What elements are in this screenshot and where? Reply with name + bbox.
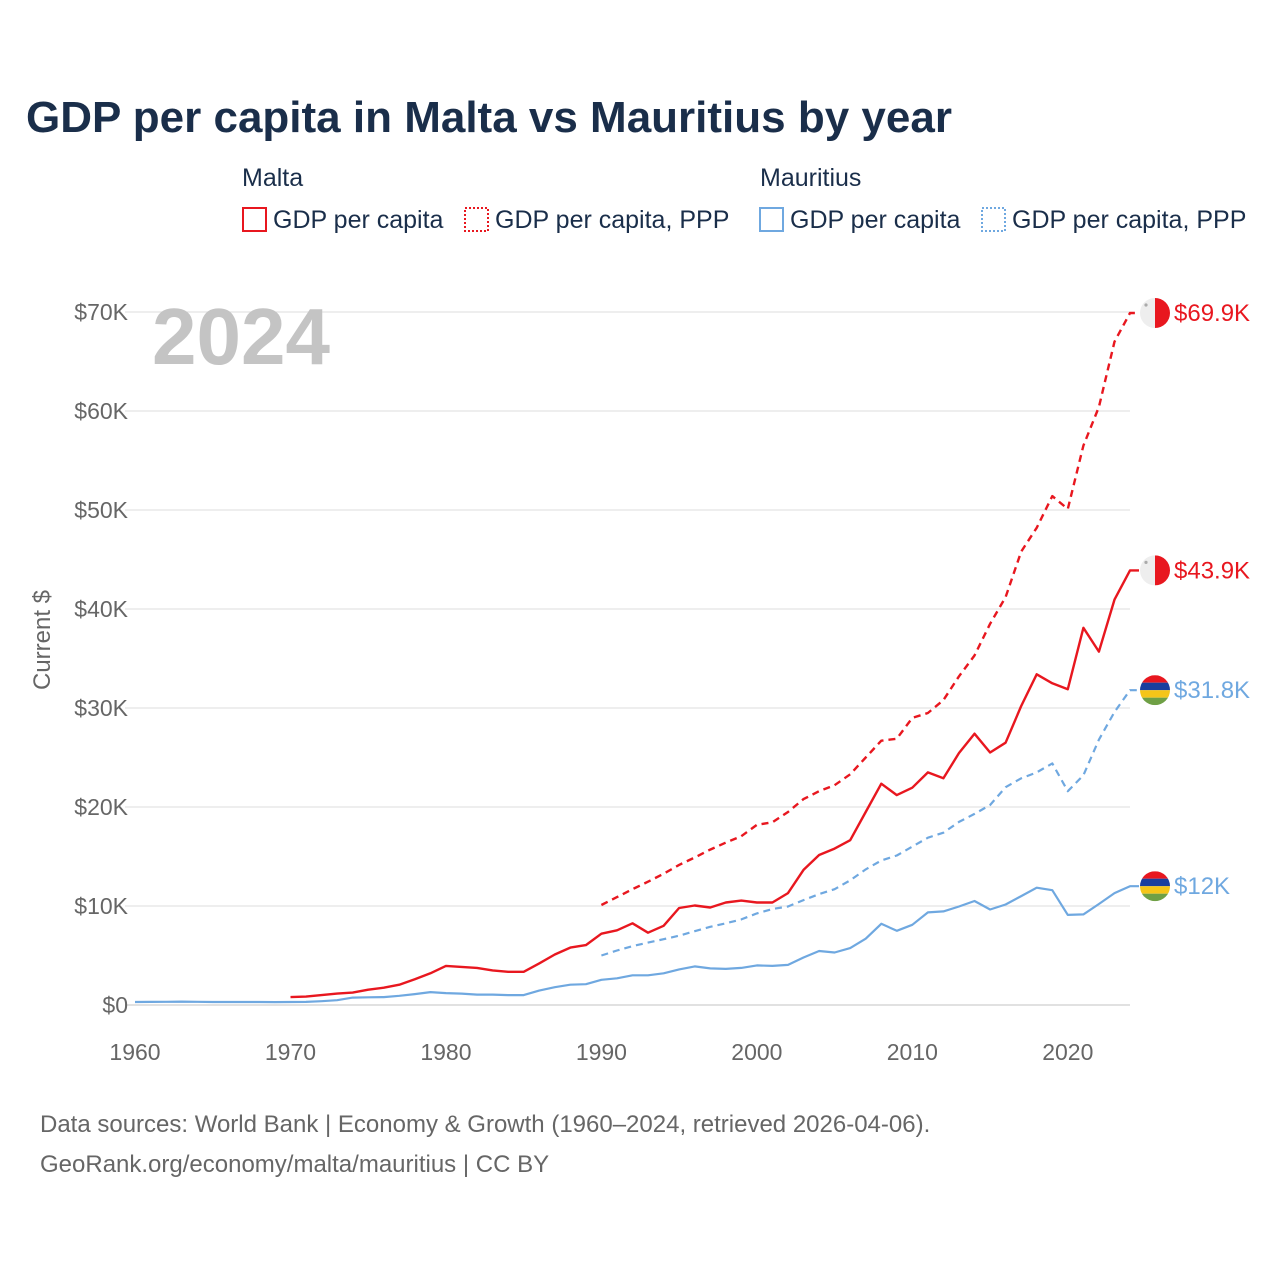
end-value-label: $43.9K bbox=[1174, 557, 1250, 584]
x-tick-label: 1960 bbox=[109, 1039, 160, 1065]
y-tick-label: $50K bbox=[74, 497, 128, 523]
legend-group-mauritius: Mauritius bbox=[760, 164, 861, 192]
chart-title: GDP per capita in Malta vs Mauritius by … bbox=[26, 93, 952, 142]
series-line bbox=[134, 885, 1139, 1004]
legend-swatch-mauritius-ppp[interactable] bbox=[981, 207, 1006, 232]
big-year-label: 2024 bbox=[152, 292, 330, 381]
legend-swatch-malta-gdp[interactable] bbox=[242, 207, 267, 232]
malta-flag-icon bbox=[1140, 555, 1170, 586]
mauritius-flag-icon bbox=[1140, 871, 1170, 902]
x-tick-label: 1980 bbox=[420, 1039, 471, 1065]
x-tick-label: 1990 bbox=[576, 1039, 627, 1065]
source-line-1: Data sources: World Bank | Economy & Gro… bbox=[40, 1111, 930, 1138]
x-tick-label: 2000 bbox=[731, 1039, 782, 1065]
y-tick-label: $10K bbox=[74, 893, 128, 919]
series-lines bbox=[134, 311, 1139, 1004]
x-tick-label: 2020 bbox=[1042, 1039, 1093, 1065]
y-tick-label: $40K bbox=[74, 596, 128, 622]
legend: Malta Mauritius GDP per capita GDP per c… bbox=[242, 164, 1246, 234]
y-tick-label: $30K bbox=[74, 695, 128, 721]
x-axis-ticks: 1960 1970 1980 1990 2000 2010 2020 bbox=[109, 1039, 1093, 1065]
grid-lines bbox=[125, 311, 1130, 1006]
y-axis-label: Current $ bbox=[29, 590, 56, 690]
end-value-label: $31.8K bbox=[1174, 677, 1250, 704]
legend-label-mauritius-ppp[interactable]: GDP per capita, PPP bbox=[1012, 206, 1246, 234]
mauritius-flag-icon bbox=[1140, 675, 1170, 706]
x-tick-label: 1970 bbox=[265, 1039, 316, 1065]
y-tick-label: $60K bbox=[74, 398, 128, 424]
source-line-2[interactable]: GeoRank.org/economy/malta/mauritius | CC… bbox=[40, 1151, 549, 1178]
series-line bbox=[600, 311, 1139, 907]
y-tick-label: $0 bbox=[102, 992, 128, 1018]
end-markers: $43.9K $69.9K $12K $31.8K bbox=[1140, 297, 1250, 902]
legend-label-malta-ppp[interactable]: GDP per capita, PPP bbox=[495, 206, 729, 234]
end-value-label: $69.9K bbox=[1174, 300, 1250, 327]
legend-swatch-malta-ppp[interactable] bbox=[464, 207, 489, 232]
legend-swatch-mauritius-gdp[interactable] bbox=[759, 207, 784, 232]
end-value-label: $12K bbox=[1174, 873, 1230, 900]
x-tick-label: 2010 bbox=[887, 1039, 938, 1065]
y-tick-label: $70K bbox=[74, 299, 128, 325]
series-line bbox=[601, 689, 1139, 957]
y-axis-ticks: $0 $10K $20K $30K $40K $50K $60K $70K bbox=[74, 299, 128, 1018]
series-line bbox=[290, 569, 1139, 999]
malta-flag-icon bbox=[1140, 297, 1170, 328]
y-tick-label: $20K bbox=[74, 794, 128, 820]
legend-label-malta-gdp[interactable]: GDP per capita bbox=[273, 206, 444, 234]
legend-label-mauritius-gdp[interactable]: GDP per capita bbox=[790, 206, 961, 234]
legend-group-malta: Malta bbox=[242, 164, 303, 192]
